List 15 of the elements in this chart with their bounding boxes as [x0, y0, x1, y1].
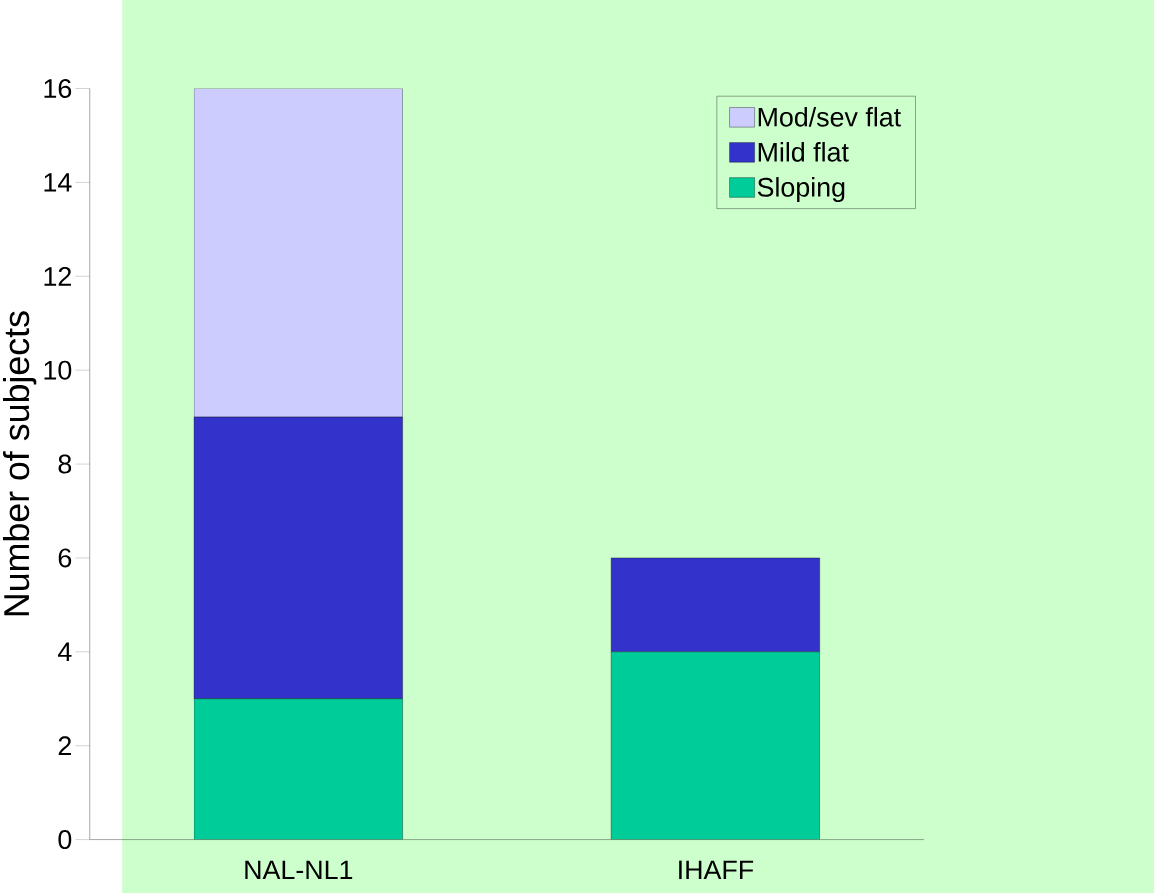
x-tick-label: IHAFF: [679, 860, 754, 879]
x-tick-label: NAL-NL1: [245, 860, 353, 879]
y-tick-label: 6: [58, 548, 72, 568]
y-tick-label: 16: [44, 78, 72, 98]
legend-label: Sloping: [757, 176, 845, 202]
y-axis-title: Number of subjects: [2, 311, 37, 616]
y-tick-label: 10: [44, 360, 72, 380]
y-tick-label: 14: [44, 173, 72, 192]
legend-label: Mod/sev flat: [758, 106, 901, 127]
y-tick-label: 2: [58, 736, 71, 755]
y-tick-label: 8: [58, 454, 72, 474]
y-tick-label: 12: [44, 266, 71, 286]
legend-label: Mild flat: [758, 141, 849, 162]
y-tick-label: 4: [58, 642, 72, 661]
y-tick-label: 0: [58, 829, 72, 849]
